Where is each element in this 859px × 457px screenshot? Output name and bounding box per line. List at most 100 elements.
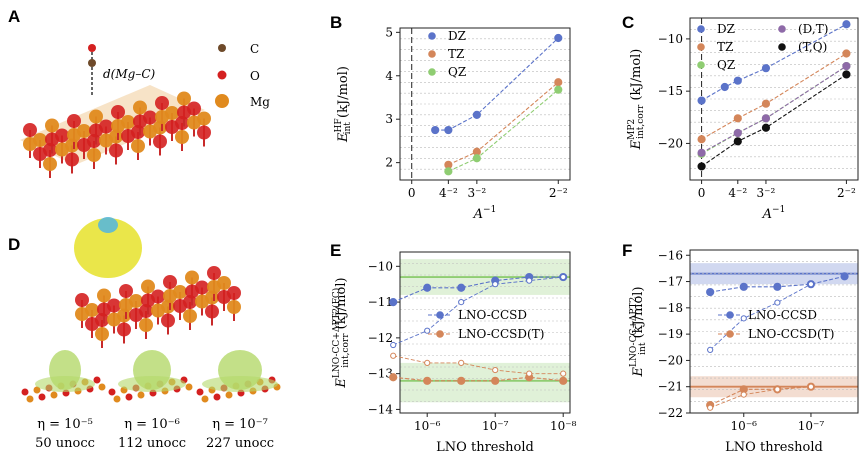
data-point <box>761 114 771 123</box>
data-point <box>492 366 499 374</box>
data-point <box>554 78 563 87</box>
distance-label: d(Mg–C) <box>103 67 156 81</box>
threshold-thumbnails <box>21 350 281 403</box>
legend-label: TZ <box>448 47 464 61</box>
data-point <box>697 148 706 157</box>
x-tick-label: 10⁻⁷ <box>798 419 825 433</box>
data-point <box>697 135 706 144</box>
density-difference-lobe <box>98 217 118 233</box>
atom-label-c: C <box>250 42 259 56</box>
x-tick-label: 10⁻⁶ <box>414 419 441 433</box>
x-tick-label: 10⁻⁷ <box>482 419 509 433</box>
legend-label: LNO-CCSD <box>748 308 817 322</box>
data-point <box>697 96 706 105</box>
series-line <box>393 376 564 382</box>
data-point <box>457 283 466 292</box>
data-point <box>761 64 771 73</box>
series-line <box>448 89 559 172</box>
legend-label: (T,Q) <box>798 40 827 54</box>
x-tick-label: 10⁻⁶ <box>731 419 758 433</box>
caption-unocc-2: 112 unocc <box>118 436 186 451</box>
plot-frame <box>399 27 571 181</box>
legend-label: DZ <box>717 22 735 36</box>
data-point <box>424 359 431 367</box>
series-line <box>701 73 847 167</box>
data-point <box>761 99 771 108</box>
caption-eta-1: η = 10⁻⁵ <box>37 417 93 432</box>
plot-frame <box>399 251 571 414</box>
data-point <box>842 70 851 79</box>
data-point <box>444 167 453 176</box>
x-tick-label: 3⁻² <box>757 186 776 200</box>
data-point <box>807 383 815 390</box>
y-tick-label: 3 <box>385 112 393 126</box>
series-line <box>448 81 559 166</box>
y-axis-label: ELNO-CC+ΔPT2int (kJ/mol) <box>629 286 648 377</box>
atom-label-mg: Mg <box>250 95 270 109</box>
data-point <box>720 82 729 92</box>
y-tick-label: −11 <box>368 295 393 309</box>
data-point <box>707 346 714 354</box>
x-tick-label: 4⁻² <box>439 186 458 200</box>
caption-eta-3: η = 10⁻⁷ <box>212 417 268 432</box>
o-atom-icon <box>217 70 227 80</box>
legend-label: LNO-CCSD <box>458 308 527 322</box>
series-line <box>701 65 847 154</box>
y-tick-label: −19 <box>658 327 683 341</box>
data-point <box>739 282 748 291</box>
x-axis-label: LNO threshold <box>725 440 823 455</box>
y-tick-label: −14 <box>368 402 394 416</box>
data-point <box>444 125 453 135</box>
c-atom-icon <box>218 44 226 52</box>
data-point <box>431 125 440 135</box>
y-tick-label: −13 <box>368 367 393 381</box>
legend-label: (D,T) <box>798 22 828 36</box>
y-axis-label: EMP2int,corr (kJ/mol) <box>627 49 646 151</box>
data-point <box>707 404 714 411</box>
x-tick-label: 2⁻² <box>549 186 568 200</box>
threshold-thumbnail <box>21 350 106 403</box>
threshold-thumbnail <box>196 350 281 403</box>
data-point <box>457 376 466 385</box>
legend-marker <box>778 43 786 51</box>
mg-atom-icon <box>215 94 229 108</box>
data-point <box>774 299 781 306</box>
legend-marker <box>428 32 436 40</box>
panel-letter-e: E <box>330 241 341 260</box>
data-point <box>492 281 499 288</box>
panel-letter-c: C <box>622 13 634 32</box>
data-point <box>390 341 397 349</box>
y-tick-label: −20 <box>658 353 683 367</box>
data-point <box>733 76 742 85</box>
series-line <box>701 23 847 102</box>
series-line <box>435 37 559 131</box>
data-point <box>526 370 533 377</box>
y-tick-label: −22 <box>658 406 683 420</box>
data-point <box>733 128 742 138</box>
y-axis-label: ELNO-CC+ΔPT2(FC)int,corr (kJ/mol) <box>331 277 351 388</box>
density-slab-image-d <box>74 217 241 348</box>
series-line <box>701 53 847 140</box>
density-isosurface <box>74 218 142 278</box>
x-tick-label: 0 <box>408 186 416 200</box>
data-point <box>424 327 431 334</box>
y-tick-label: −12 <box>368 331 393 345</box>
data-point <box>554 85 563 94</box>
legend-label: QZ <box>717 58 735 72</box>
legend-marker <box>428 50 436 58</box>
y-tick-label: −21 <box>658 380 683 394</box>
threshold-captions: η = 10⁻⁵ 50 unocc η = 10⁻⁶ 112 unocc η =… <box>35 417 274 451</box>
legend-marker <box>697 25 705 33</box>
panel-f: F 10⁻⁶ 10⁻⁷ −22 −21 −20 −19 −18 −17 −16 LNO thresh… <box>622 241 859 455</box>
data-point <box>706 287 715 297</box>
series-line <box>392 276 564 303</box>
data-point <box>458 298 465 306</box>
legend-marker <box>778 25 786 33</box>
panel-d: D η = 10⁻⁵ 50 unocc η = 10⁻⁶ 112 unocc η… <box>8 217 281 451</box>
data-point <box>842 61 851 71</box>
panel-letter-a: A <box>8 7 20 26</box>
y-tick-label: −10 <box>658 32 683 46</box>
data-point <box>389 373 398 382</box>
x-axis-label: LNO threshold <box>436 440 534 455</box>
